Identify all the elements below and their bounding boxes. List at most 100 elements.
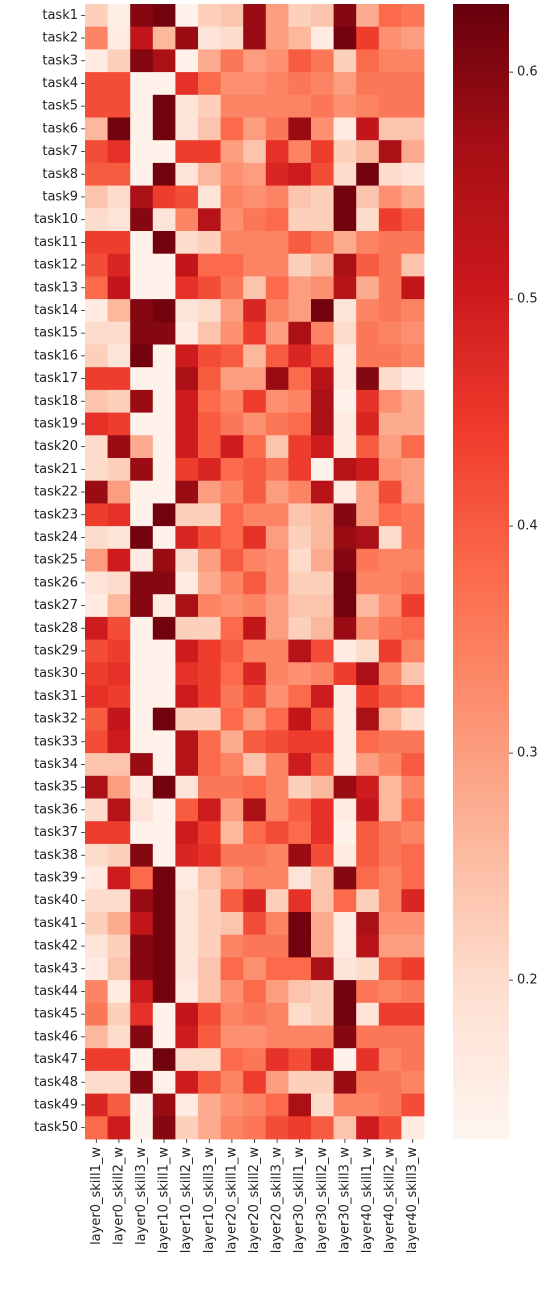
heatmap-cell-task28-layer20_skill2_w: [243, 617, 266, 640]
heatmap-cell-task44-layer30_skill1_w: [288, 980, 311, 1003]
heatmap-cell-task3-layer20_skill2_w: [243, 49, 266, 72]
heatmap-cell-task19-layer10_skill1_w: [153, 413, 176, 436]
heatmap-cell-task9-layer40_skill1_w: [356, 186, 379, 209]
heatmap-cell-task39-layer10_skill2_w: [175, 867, 198, 890]
row-label: task28: [34, 621, 78, 636]
heatmap-cell-task6-layer30_skill2_w: [311, 118, 334, 141]
heatmap-cell-task25-layer30_skill2_w: [311, 549, 334, 572]
heatmap-cell-task30-layer30_skill1_w: [288, 662, 311, 685]
heatmap-cell-task3-layer30_skill1_w: [288, 49, 311, 72]
heatmap-cell-task24-layer10_skill3_w: [198, 526, 221, 549]
heatmap-cell-task6-layer0_skill3_w: [130, 118, 153, 141]
column-label: layer40_skill1_w: [360, 1147, 375, 1254]
heatmap-cell-task47-layer0_skill2_w: [108, 1048, 131, 1071]
heatmap-cell-task48-layer20_skill3_w: [266, 1071, 289, 1094]
heatmap-cell-task31-layer0_skill1_w: [85, 685, 108, 708]
heatmap-cell-task17-layer40_skill3_w: [401, 367, 424, 390]
heatmap-cell-task23-layer20_skill3_w: [266, 503, 289, 526]
heatmap-cell-task40-layer0_skill3_w: [130, 889, 153, 912]
heatmap-cell-task13-layer0_skill1_w: [85, 276, 108, 299]
heatmap-cell-task33-layer40_skill2_w: [379, 730, 402, 753]
heatmap-cell-task23-layer0_skill1_w: [85, 503, 108, 526]
heatmap-cell-task44-layer40_skill1_w: [356, 980, 379, 1003]
heatmap-cell-task40-layer40_skill1_w: [356, 889, 379, 912]
heatmap-cell-task18-layer10_skill2_w: [175, 390, 198, 413]
heatmap-cell-task1-layer30_skill1_w: [288, 4, 311, 27]
heatmap-cell-task12-layer40_skill3_w: [401, 254, 424, 277]
heatmap-cell-task47-layer10_skill3_w: [198, 1048, 221, 1071]
heatmap-cell-task12-layer0_skill2_w: [108, 254, 131, 277]
heatmap-cell-task19-layer40_skill2_w: [379, 413, 402, 436]
heatmap-cell-task26-layer0_skill3_w: [130, 572, 153, 595]
heatmap-cell-task48-layer0_skill1_w: [85, 1071, 108, 1094]
heatmap-cell-task15-layer20_skill1_w: [221, 322, 244, 345]
heatmap-cell-task3-layer20_skill3_w: [266, 49, 289, 72]
heatmap-cell-task29-layer40_skill3_w: [401, 640, 424, 663]
heatmap-cell-task27-layer30_skill3_w: [334, 594, 357, 617]
heatmap-cell-task5-layer40_skill2_w: [379, 95, 402, 118]
heatmap-cell-task32-layer10_skill3_w: [198, 708, 221, 731]
heatmap-cell-task43-layer10_skill2_w: [175, 957, 198, 980]
heatmap-cell-task20-layer20_skill1_w: [221, 435, 244, 458]
heatmap-cell-task15-layer40_skill3_w: [401, 322, 424, 345]
heatmap-cell-task10-layer10_skill3_w: [198, 208, 221, 231]
heatmap-cell-task27-layer40_skill1_w: [356, 594, 379, 617]
heatmap-cell-task12-layer0_skill1_w: [85, 254, 108, 277]
row-label: task48: [34, 1075, 78, 1090]
heatmap-cell-task21-layer30_skill3_w: [334, 458, 357, 481]
heatmap-cell-task46-layer10_skill2_w: [175, 1026, 198, 1049]
row-label: task40: [34, 893, 78, 908]
heatmap-cell-task32-layer30_skill2_w: [311, 708, 334, 731]
row-label: task44: [34, 984, 78, 999]
row-label: task20: [34, 439, 78, 454]
heatmap-cell-task13-layer40_skill2_w: [379, 276, 402, 299]
heatmap-cell-task1-layer20_skill3_w: [266, 4, 289, 27]
heatmap-cell-task45-layer20_skill3_w: [266, 1003, 289, 1026]
heatmap-cell-task28-layer0_skill1_w: [85, 617, 108, 640]
heatmap-cell-task10-layer20_skill2_w: [243, 208, 266, 231]
heatmap-cell-task25-layer20_skill1_w: [221, 549, 244, 572]
heatmap-cell-task35-layer0_skill1_w: [85, 776, 108, 799]
heatmap-cell-task5-layer0_skill2_w: [108, 95, 131, 118]
heatmap-cell-task43-layer10_skill1_w: [153, 957, 176, 980]
heatmap-cell-task42-layer30_skill1_w: [288, 935, 311, 958]
heatmap-cell-task38-layer20_skill2_w: [243, 844, 266, 867]
heatmap-cell-task41-layer40_skill1_w: [356, 912, 379, 935]
column-label: layer0_skill2_w: [111, 1147, 126, 1245]
heatmap-cell-task34-layer30_skill3_w: [334, 753, 357, 776]
heatmap-cell-task33-layer30_skill2_w: [311, 730, 334, 753]
heatmap-cell-task21-layer10_skill3_w: [198, 458, 221, 481]
heatmap-cell-task10-layer40_skill2_w: [379, 208, 402, 231]
heatmap-cell-task14-layer40_skill2_w: [379, 299, 402, 322]
heatmap-cell-task42-layer40_skill1_w: [356, 935, 379, 958]
heatmap-cell-task6-layer40_skill3_w: [401, 118, 424, 141]
heatmap-cell-task17-layer0_skill2_w: [108, 367, 131, 390]
heatmap-cell-task13-layer10_skill2_w: [175, 276, 198, 299]
row-label: task38: [34, 848, 78, 863]
heatmap-cell-task11-layer20_skill2_w: [243, 231, 266, 254]
heatmap-cell-task9-layer0_skill3_w: [130, 186, 153, 209]
heatmap-cell-task23-layer30_skill3_w: [334, 503, 357, 526]
heatmap-cell-task47-layer20_skill3_w: [266, 1048, 289, 1071]
heatmap-cell-task46-layer0_skill3_w: [130, 1026, 153, 1049]
heatmap-cell-task49-layer0_skill2_w: [108, 1094, 131, 1117]
heatmap-cell-task3-layer10_skill1_w: [153, 49, 176, 72]
heatmap-cell-task4-layer40_skill3_w: [401, 72, 424, 95]
heatmap-cell-task39-layer40_skill3_w: [401, 867, 424, 890]
heatmap-cell-task27-layer20_skill2_w: [243, 594, 266, 617]
heatmap-cell-task47-layer10_skill2_w: [175, 1048, 198, 1071]
heatmap-cell-task45-layer10_skill3_w: [198, 1003, 221, 1026]
heatmap-cell-task16-layer30_skill3_w: [334, 345, 357, 368]
heatmap-cell-task8-layer0_skill2_w: [108, 163, 131, 186]
heatmap-cell-task19-layer40_skill1_w: [356, 413, 379, 436]
heatmap-cell-task20-layer40_skill1_w: [356, 435, 379, 458]
heatmap-cell-task24-layer30_skill1_w: [288, 526, 311, 549]
heatmap-cell-task21-layer40_skill2_w: [379, 458, 402, 481]
heatmap-cell-task4-layer20_skill2_w: [243, 72, 266, 95]
heatmap-cell-task45-layer20_skill1_w: [221, 1003, 244, 1026]
heatmap-cell-task4-layer20_skill1_w: [221, 72, 244, 95]
heatmap-cell-task41-layer20_skill1_w: [221, 912, 244, 935]
heatmap-cell-task41-layer40_skill3_w: [401, 912, 424, 935]
row-label: task36: [34, 802, 78, 817]
heatmap-cell-task21-layer30_skill1_w: [288, 458, 311, 481]
